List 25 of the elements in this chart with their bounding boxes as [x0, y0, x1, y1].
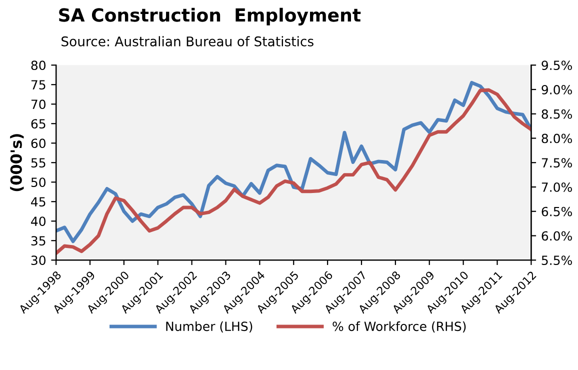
- y-tick-label: 30: [31, 256, 46, 266]
- y-axis-title: (000's): [10, 134, 24, 192]
- y-tick-label: 50: [31, 178, 46, 188]
- y-tick-label: 55: [31, 158, 46, 168]
- y-tick-label: 60: [31, 138, 46, 148]
- y2-tick-label: 9.0%: [542, 84, 572, 94]
- y2-tick-label: 8.0%: [542, 134, 572, 144]
- y2-tick-label: 6.0%: [542, 231, 572, 241]
- y2-tick-label: 8.5%: [542, 109, 572, 119]
- legend-label: Number (LHS): [166, 321, 252, 333]
- y-tick-label: 75: [31, 80, 46, 90]
- y-tick-label: 35: [31, 236, 46, 246]
- y2-tick-label: 7.5%: [542, 158, 572, 168]
- legend-label: % of Workforce (RHS): [332, 321, 466, 333]
- y2-tick-label: 5.5%: [542, 256, 572, 266]
- chart-title: SA Construction Employment: [59, 8, 361, 26]
- y-tick-label: 45: [31, 197, 46, 207]
- y-tick-label: 40: [31, 216, 46, 226]
- y2-tick-label: 6.5%: [542, 206, 572, 216]
- y-tick-label: 80: [31, 60, 46, 70]
- y2-tick-label: 7.0%: [542, 182, 572, 192]
- y-tick-label: 70: [31, 100, 46, 110]
- chart-subtitle: Source: Australian Bureau of Statistics: [62, 36, 314, 46]
- y-tick-label: 65: [31, 119, 46, 129]
- y2-tick-label: 9.5%: [542, 60, 572, 70]
